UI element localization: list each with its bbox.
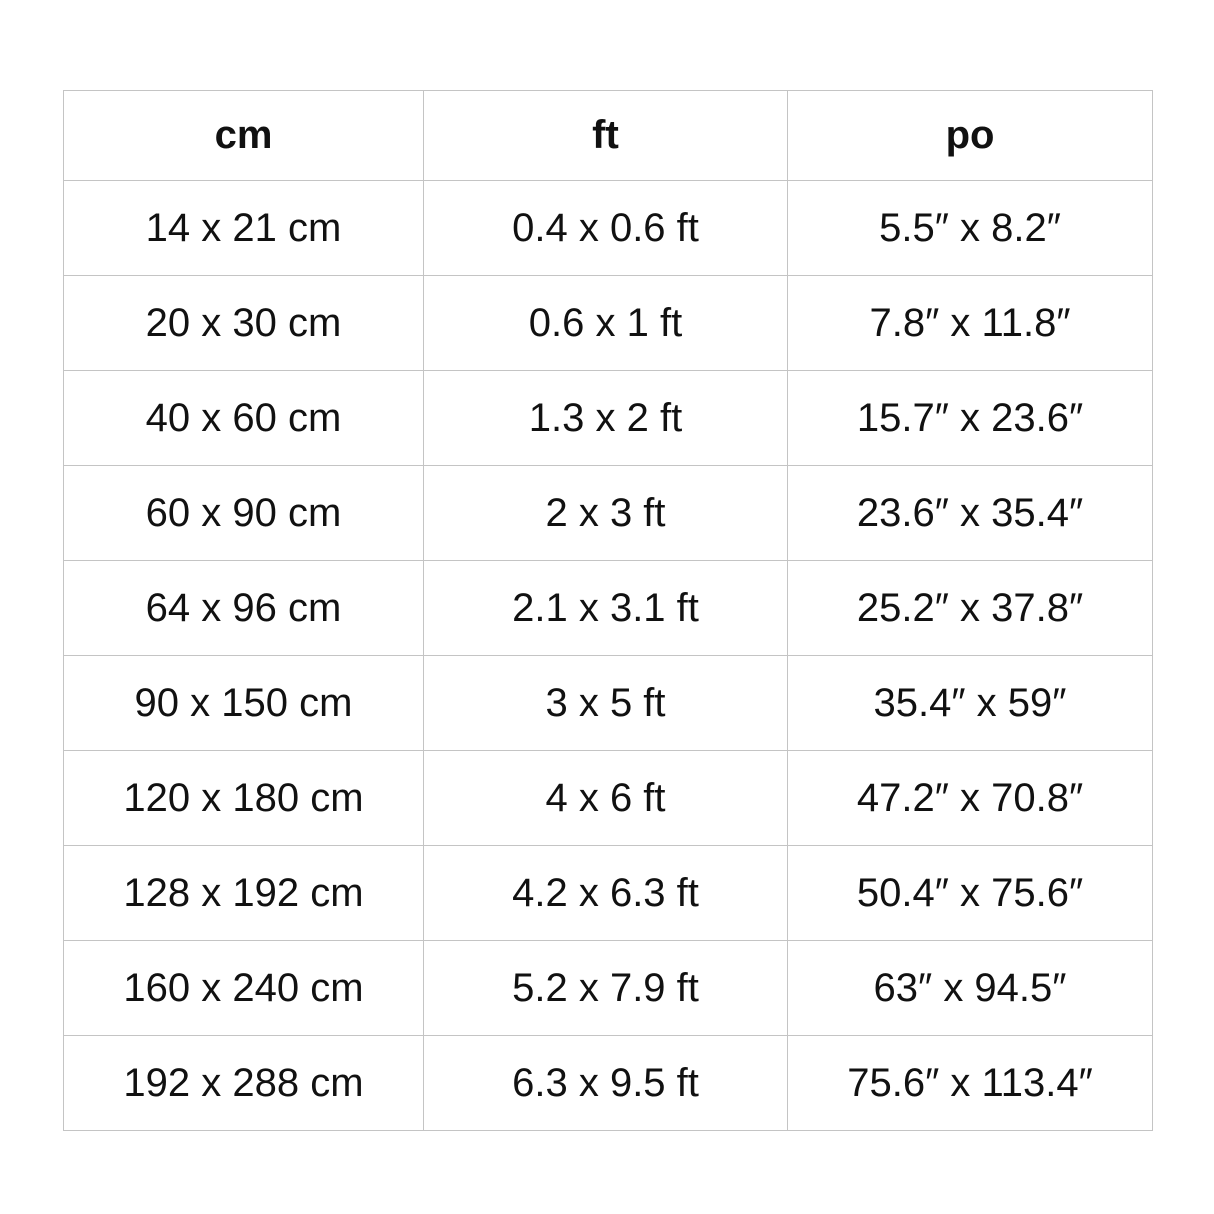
- table-row: 20 x 30 cm 0.6 x 1 ft 7.8″ x 11.8″: [63, 275, 1153, 371]
- cell-ft: 0.4 x 0.6 ft: [423, 180, 788, 276]
- cell-po: 25.2″ x 37.8″: [787, 560, 1153, 656]
- cell-po: 50.4″ x 75.6″: [787, 845, 1153, 941]
- cell-cm: 20 x 30 cm: [63, 275, 424, 371]
- cell-ft: 3 x 5 ft: [423, 655, 788, 751]
- cell-ft: 6.3 x 9.5 ft: [423, 1035, 788, 1131]
- cell-ft: 5.2 x 7.9 ft: [423, 940, 788, 1036]
- header-ft: ft: [423, 90, 788, 181]
- cell-po: 63″ x 94.5″: [787, 940, 1153, 1036]
- table-row: 120 x 180 cm 4 x 6 ft 47.2″ x 70.8″: [63, 750, 1153, 846]
- cell-po: 5.5″ x 8.2″: [787, 180, 1153, 276]
- cell-ft: 1.3 x 2 ft: [423, 370, 788, 466]
- table-row: 40 x 60 cm 1.3 x 2 ft 15.7″ x 23.6″: [63, 370, 1153, 466]
- table-row: 60 x 90 cm 2 x 3 ft 23.6″ x 35.4″: [63, 465, 1153, 561]
- cell-cm: 64 x 96 cm: [63, 560, 424, 656]
- header-row: cm ft po: [63, 90, 1153, 181]
- cell-cm: 192 x 288 cm: [63, 1035, 424, 1131]
- table-row: 128 x 192 cm 4.2 x 6.3 ft 50.4″ x 75.6″: [63, 845, 1153, 941]
- cell-cm: 60 x 90 cm: [63, 465, 424, 561]
- cell-cm: 128 x 192 cm: [63, 845, 424, 941]
- table-row: 192 x 288 cm 6.3 x 9.5 ft 75.6″ x 113.4″: [63, 1035, 1153, 1131]
- cell-cm: 40 x 60 cm: [63, 370, 424, 466]
- cell-po: 15.7″ x 23.6″: [787, 370, 1153, 466]
- cell-cm: 160 x 240 cm: [63, 940, 424, 1036]
- header-po: po: [787, 90, 1153, 181]
- cell-po: 47.2″ x 70.8″: [787, 750, 1153, 846]
- cell-ft: 4 x 6 ft: [423, 750, 788, 846]
- header-cm: cm: [63, 90, 424, 181]
- cell-cm: 90 x 150 cm: [63, 655, 424, 751]
- table-row: 64 x 96 cm 2.1 x 3.1 ft 25.2″ x 37.8″: [63, 560, 1153, 656]
- cell-po: 23.6″ x 35.4″: [787, 465, 1153, 561]
- cell-ft: 2.1 x 3.1 ft: [423, 560, 788, 656]
- cell-cm: 120 x 180 cm: [63, 750, 424, 846]
- table-row: 14 x 21 cm 0.4 x 0.6 ft 5.5″ x 8.2″: [63, 180, 1153, 276]
- cell-po: 35.4″ x 59″: [787, 655, 1153, 751]
- cell-ft: 2 x 3 ft: [423, 465, 788, 561]
- cell-ft: 4.2 x 6.3 ft: [423, 845, 788, 941]
- cell-ft: 0.6 x 1 ft: [423, 275, 788, 371]
- table-row: 90 x 150 cm 3 x 5 ft 35.4″ x 59″: [63, 655, 1153, 751]
- size-conversion-table: cm ft po 14 x 21 cm 0.4 x 0.6 ft 5.5″ x 8.…: [63, 90, 1153, 1131]
- cell-cm: 14 x 21 cm: [63, 180, 424, 276]
- cell-po: 7.8″ x 11.8″: [787, 275, 1153, 371]
- table-row: 160 x 240 cm 5.2 x 7.9 ft 63″ x 94.5″: [63, 940, 1153, 1036]
- cell-po: 75.6″ x 113.4″: [787, 1035, 1153, 1131]
